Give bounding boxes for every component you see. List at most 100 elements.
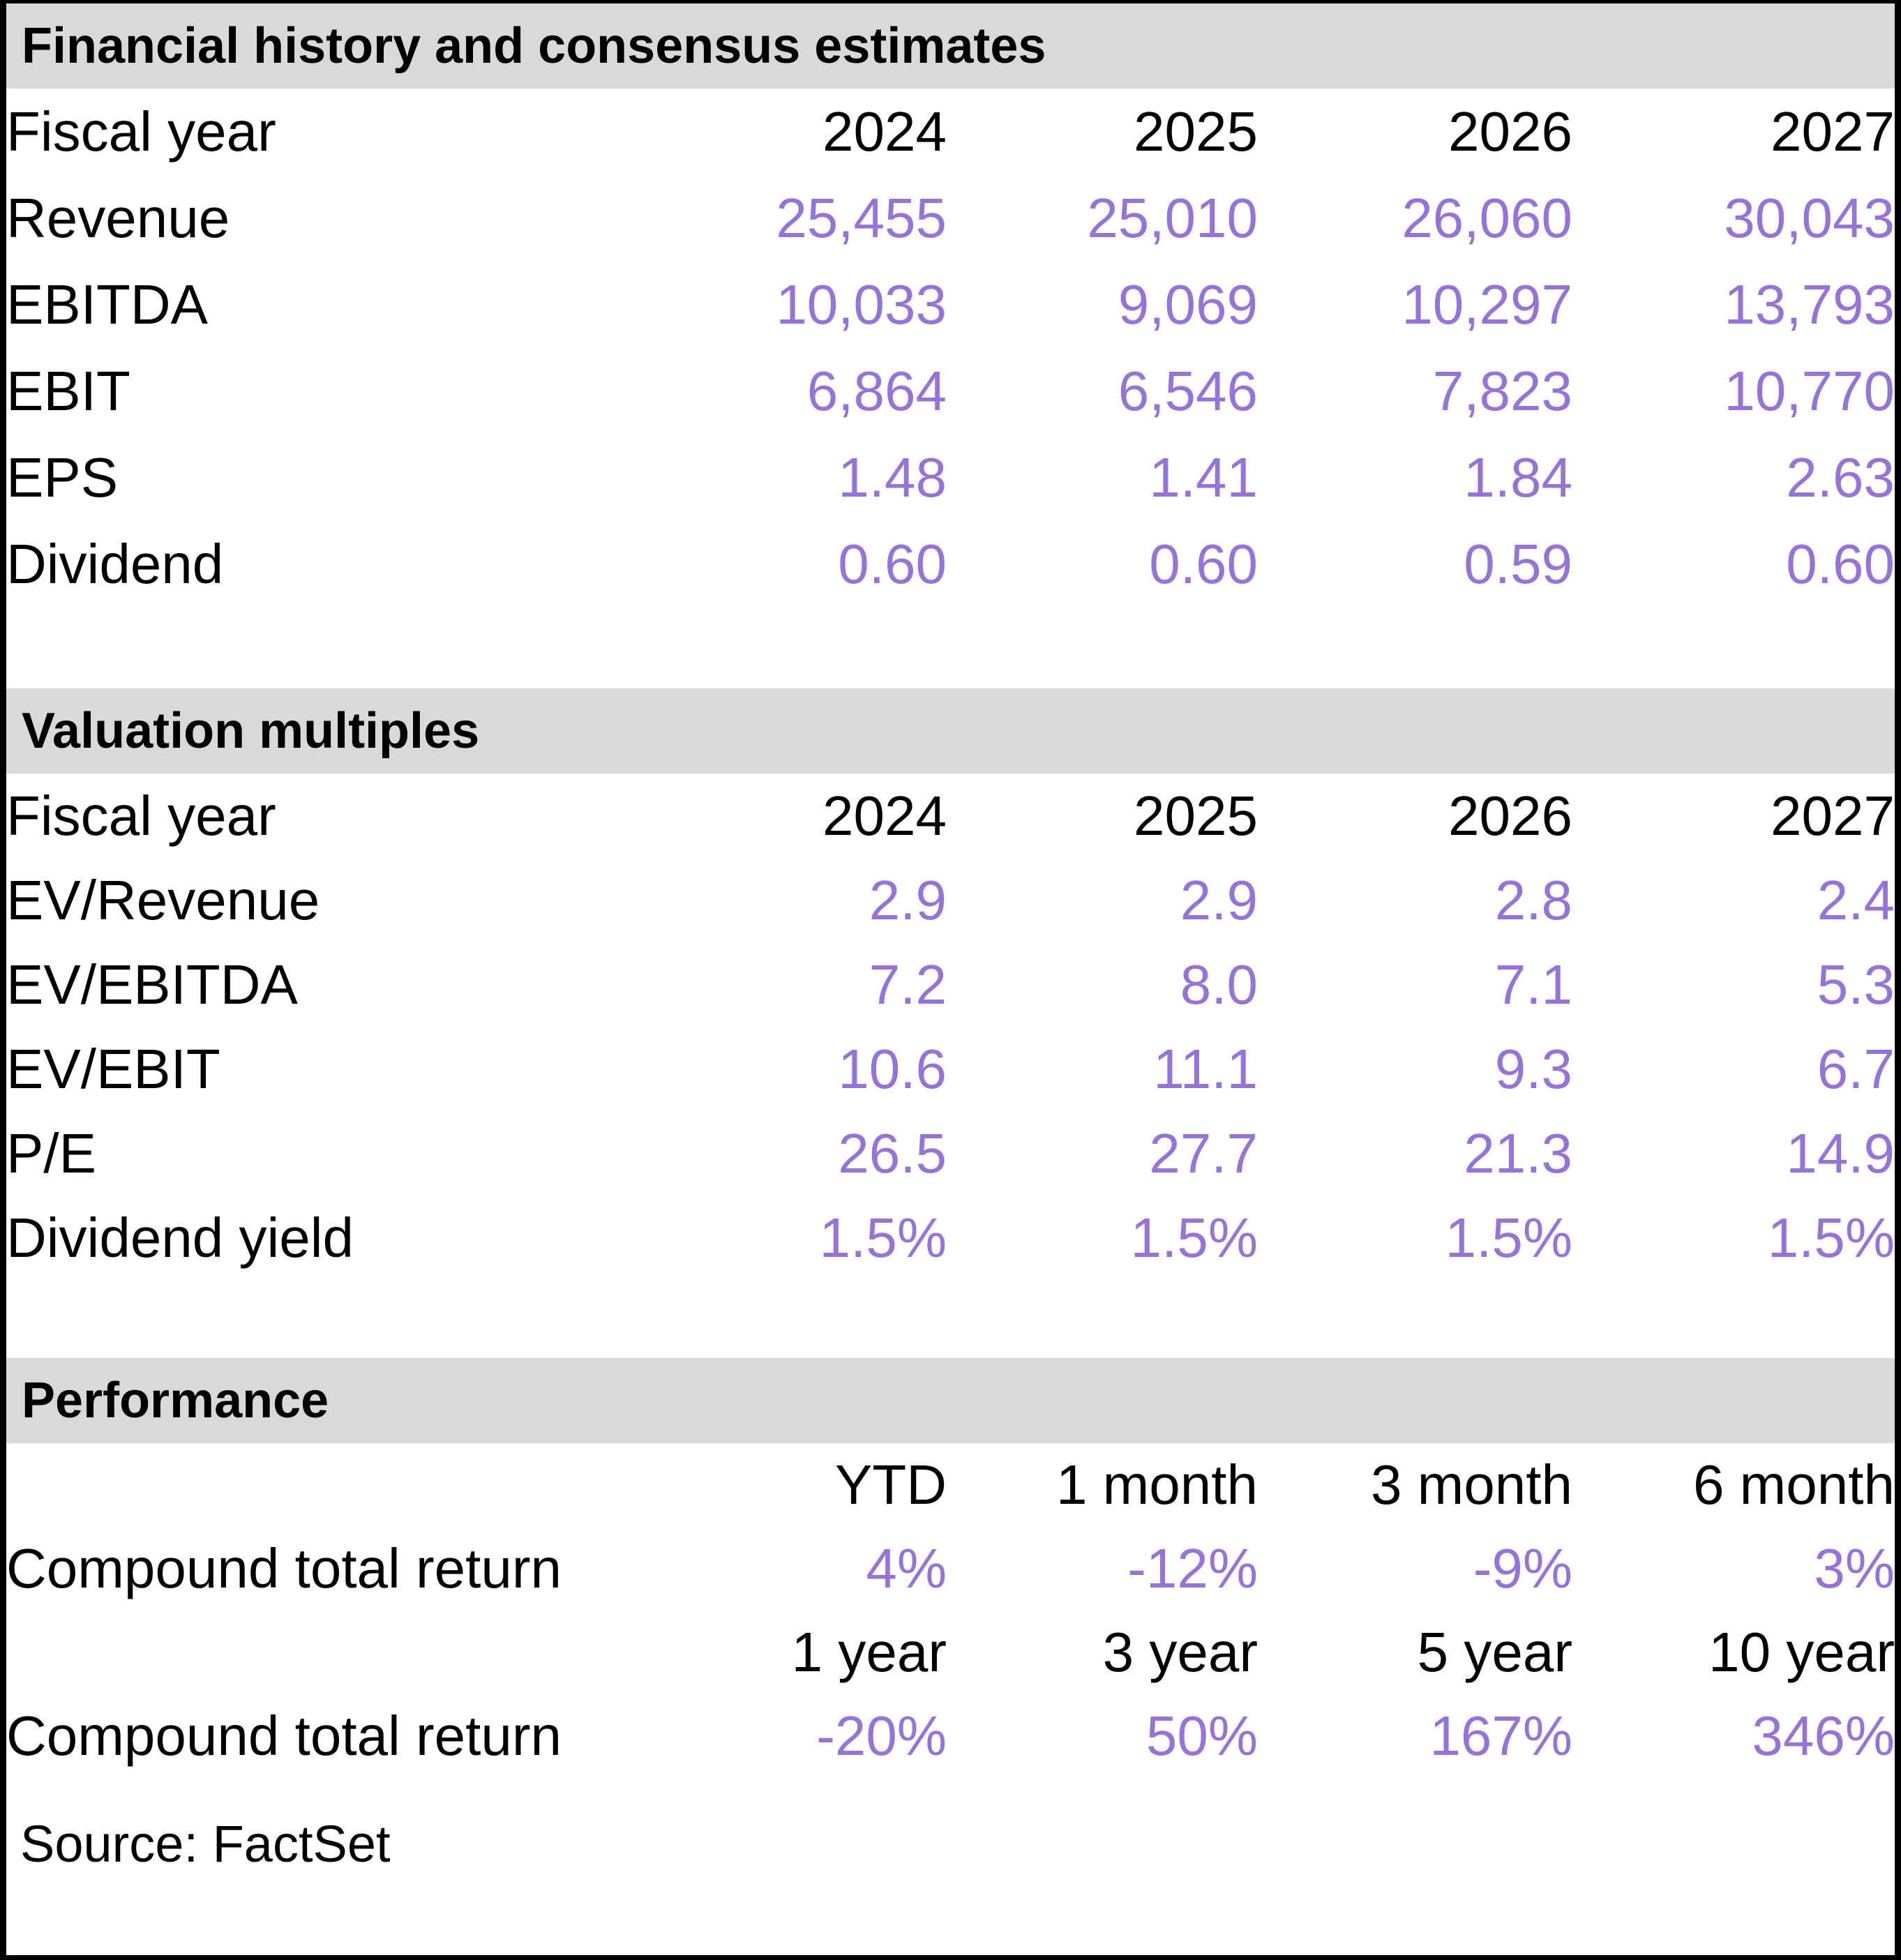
cell-value: 2.63 — [1786, 446, 1895, 508]
cell-value: 8.0 — [1180, 953, 1258, 1016]
section-title-valuation-multiples: Valuation multiples — [6, 688, 1895, 774]
row-label: EV/Revenue — [6, 869, 320, 931]
cell-value: 7,823 — [1432, 360, 1572, 422]
row-label: Revenue — [6, 187, 230, 249]
table-row: P/E 26.5 27.7 21.3 14.9 — [6, 1111, 1895, 1196]
year-header: 2024 — [822, 785, 947, 847]
cell-value: -9% — [1473, 1537, 1572, 1599]
row-label: Fiscal year — [6, 785, 276, 847]
table-row: EV/Revenue 2.9 2.9 2.8 2.4 — [6, 858, 1895, 942]
cell-value: 30,043 — [1724, 187, 1895, 249]
cell-value: 0.60 — [1149, 533, 1258, 595]
cell-value: 26.5 — [838, 1122, 947, 1184]
table-row: EV/EBIT 10.6 11.1 9.3 6.7 — [6, 1027, 1895, 1111]
table-row: Dividend yield 1.5% 1.5% 1.5% 1.5% — [6, 1196, 1895, 1280]
period-header: 10 year — [1708, 1621, 1895, 1683]
cell-value: 346% — [1752, 1705, 1895, 1767]
row-label — [6, 1611, 633, 1694]
cell-value: 6.7 — [1817, 1038, 1895, 1100]
cell-value: 2.9 — [869, 869, 947, 931]
cell-value: 10,297 — [1402, 273, 1572, 336]
period-header: 3 year — [1102, 1621, 1258, 1683]
cell-value: 1.48 — [838, 446, 947, 508]
row-label: EV/EBIT — [6, 1038, 220, 1100]
cell-value: 1.84 — [1464, 446, 1572, 508]
table-row: Compound total return -20% 50% 167% 346% — [6, 1694, 1895, 1778]
cell-value: 0.59 — [1464, 533, 1572, 595]
cell-value: 10.6 — [838, 1038, 947, 1100]
cell-value: 1.5% — [819, 1207, 947, 1269]
cell-value: 6,864 — [806, 360, 947, 422]
financial-history-table: Fiscal year 2024 2025 2026 2027 Revenue … — [6, 89, 1895, 608]
cell-value: 2.4 — [1817, 869, 1895, 931]
row-label: P/E — [6, 1122, 96, 1184]
performance-table: YTD 1 month 3 month 6 month Compound tot… — [6, 1443, 1895, 1778]
row-label: EBIT — [6, 360, 130, 422]
cell-value: 0.60 — [1786, 533, 1895, 595]
cell-value: 9.3 — [1494, 1038, 1572, 1100]
table-row: Fiscal year 2024 2025 2026 2027 — [6, 89, 1895, 175]
cell-value: 10,770 — [1724, 360, 1895, 422]
cell-value: 7.2 — [869, 953, 947, 1016]
cell-value: 10,033 — [776, 273, 947, 336]
section-title-financial-history: Financial history and consensus estimate… — [6, 3, 1895, 89]
year-header: 2026 — [1448, 100, 1572, 163]
table-row: Revenue 25,455 25,010 26,060 30,043 — [6, 175, 1895, 262]
cell-value: 0.60 — [838, 533, 947, 595]
cell-value: -20% — [816, 1705, 947, 1767]
cell-value: 25,455 — [776, 187, 947, 249]
period-header: 6 month — [1692, 1454, 1895, 1516]
table-row: EBITDA 10,033 9,069 10,297 13,793 — [6, 262, 1895, 348]
row-label: EV/EBITDA — [6, 953, 298, 1016]
cell-value: 2.9 — [1180, 869, 1258, 931]
row-label — [6, 1443, 633, 1527]
cell-value: 25,010 — [1087, 187, 1258, 249]
year-header: 2027 — [1771, 785, 1895, 847]
row-label: Compound total return — [6, 1537, 562, 1599]
cell-value: 21.3 — [1464, 1122, 1572, 1184]
cell-value: 26,060 — [1402, 187, 1572, 249]
year-header: 2025 — [1134, 785, 1258, 847]
cell-value: 11.1 — [1153, 1038, 1258, 1100]
year-header: 2027 — [1771, 100, 1895, 163]
cell-value: 7.1 — [1494, 953, 1572, 1016]
cell-value: 2.8 — [1494, 869, 1572, 931]
section-gap — [6, 1280, 1895, 1358]
table-row: Compound total return 4% -12% -9% 3% — [6, 1527, 1895, 1611]
year-header: 2025 — [1134, 100, 1258, 163]
row-label: Dividend yield — [6, 1207, 354, 1269]
year-header: 2026 — [1448, 785, 1572, 847]
cell-value: 50% — [1145, 1705, 1258, 1767]
row-label: EPS — [6, 446, 119, 508]
cell-value: 13,793 — [1724, 273, 1895, 336]
cell-value: 1.5% — [1767, 1207, 1895, 1269]
table-row: 1 year 3 year 5 year 10 year — [6, 1611, 1895, 1694]
valuation-multiples-table: Fiscal year 2024 2025 2026 2027 EV/Reven… — [6, 774, 1895, 1280]
cell-value: 1.5% — [1445, 1207, 1572, 1269]
table-row: Fiscal year 2024 2025 2026 2027 — [6, 774, 1895, 858]
cell-value: 6,546 — [1118, 360, 1258, 422]
section-gap — [6, 1778, 1895, 1806]
row-label: EBITDA — [6, 273, 208, 336]
cell-value: -12% — [1127, 1537, 1258, 1599]
cell-value: 1.41 — [1149, 446, 1258, 508]
cell-value: 4% — [866, 1537, 947, 1599]
section-gap — [6, 608, 1895, 688]
cell-value: 27.7 — [1149, 1122, 1258, 1184]
period-header: 5 year — [1417, 1621, 1572, 1683]
cell-value: 9,069 — [1118, 273, 1258, 336]
table-row: EPS 1.48 1.41 1.84 2.63 — [6, 435, 1895, 521]
row-label: Dividend — [6, 533, 224, 595]
section-title-performance: Performance — [6, 1358, 1895, 1443]
table-row: YTD 1 month 3 month 6 month — [6, 1443, 1895, 1527]
period-header: 1 year — [791, 1621, 947, 1683]
table-row: EV/EBITDA 7.2 8.0 7.1 5.3 — [6, 942, 1895, 1027]
table-row: Dividend 0.60 0.60 0.59 0.60 — [6, 521, 1895, 608]
row-label: Fiscal year — [6, 100, 276, 163]
row-label: Compound total return — [6, 1705, 562, 1767]
period-header: YTD — [835, 1454, 947, 1516]
period-header: 3 month — [1370, 1454, 1572, 1516]
table-row: EBIT 6,864 6,546 7,823 10,770 — [6, 348, 1895, 435]
cell-value: 5.3 — [1817, 953, 1895, 1016]
